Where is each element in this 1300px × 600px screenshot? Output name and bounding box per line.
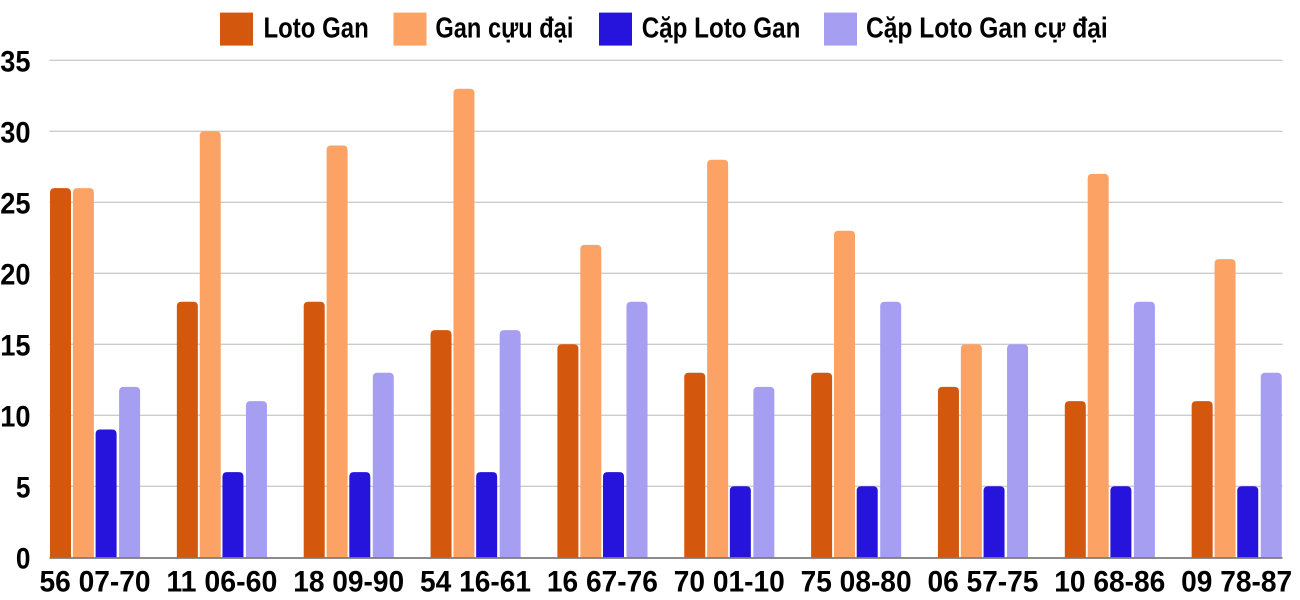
svg-text:30: 30 xyxy=(0,116,30,149)
svg-text:Cặp Loto Gan: Cặp Loto Gan xyxy=(642,13,801,45)
svg-text:0: 0 xyxy=(16,542,31,575)
svg-text:16 67-76: 16 67-76 xyxy=(547,566,658,599)
svg-text:56 07-70: 56 07-70 xyxy=(40,566,151,599)
svg-text:09 78-87: 09 78-87 xyxy=(1181,566,1292,599)
svg-text:10: 10 xyxy=(0,400,30,433)
svg-text:75 08-80: 75 08-80 xyxy=(801,566,912,599)
svg-text:25: 25 xyxy=(0,187,30,220)
svg-text:20: 20 xyxy=(0,258,30,291)
svg-text:11 06-60: 11 06-60 xyxy=(166,566,277,599)
svg-text:Loto Gan: Loto Gan xyxy=(264,13,369,45)
svg-text:Gan cựu đại: Gan cựu đại xyxy=(435,13,573,45)
svg-text:70 01-10: 70 01-10 xyxy=(674,566,785,599)
svg-text:18 09-90: 18 09-90 xyxy=(293,566,404,599)
svg-text:35: 35 xyxy=(0,45,30,78)
svg-text:15: 15 xyxy=(0,329,30,362)
svg-text:54 16-61: 54 16-61 xyxy=(420,566,531,599)
svg-text:5: 5 xyxy=(16,471,31,504)
svg-text:10 68-86: 10 68-86 xyxy=(1054,566,1165,599)
svg-text:Cặp Loto Gan cự đại: Cặp Loto Gan cự đại xyxy=(866,13,1108,45)
svg-text:06 57-75: 06 57-75 xyxy=(927,566,1038,599)
